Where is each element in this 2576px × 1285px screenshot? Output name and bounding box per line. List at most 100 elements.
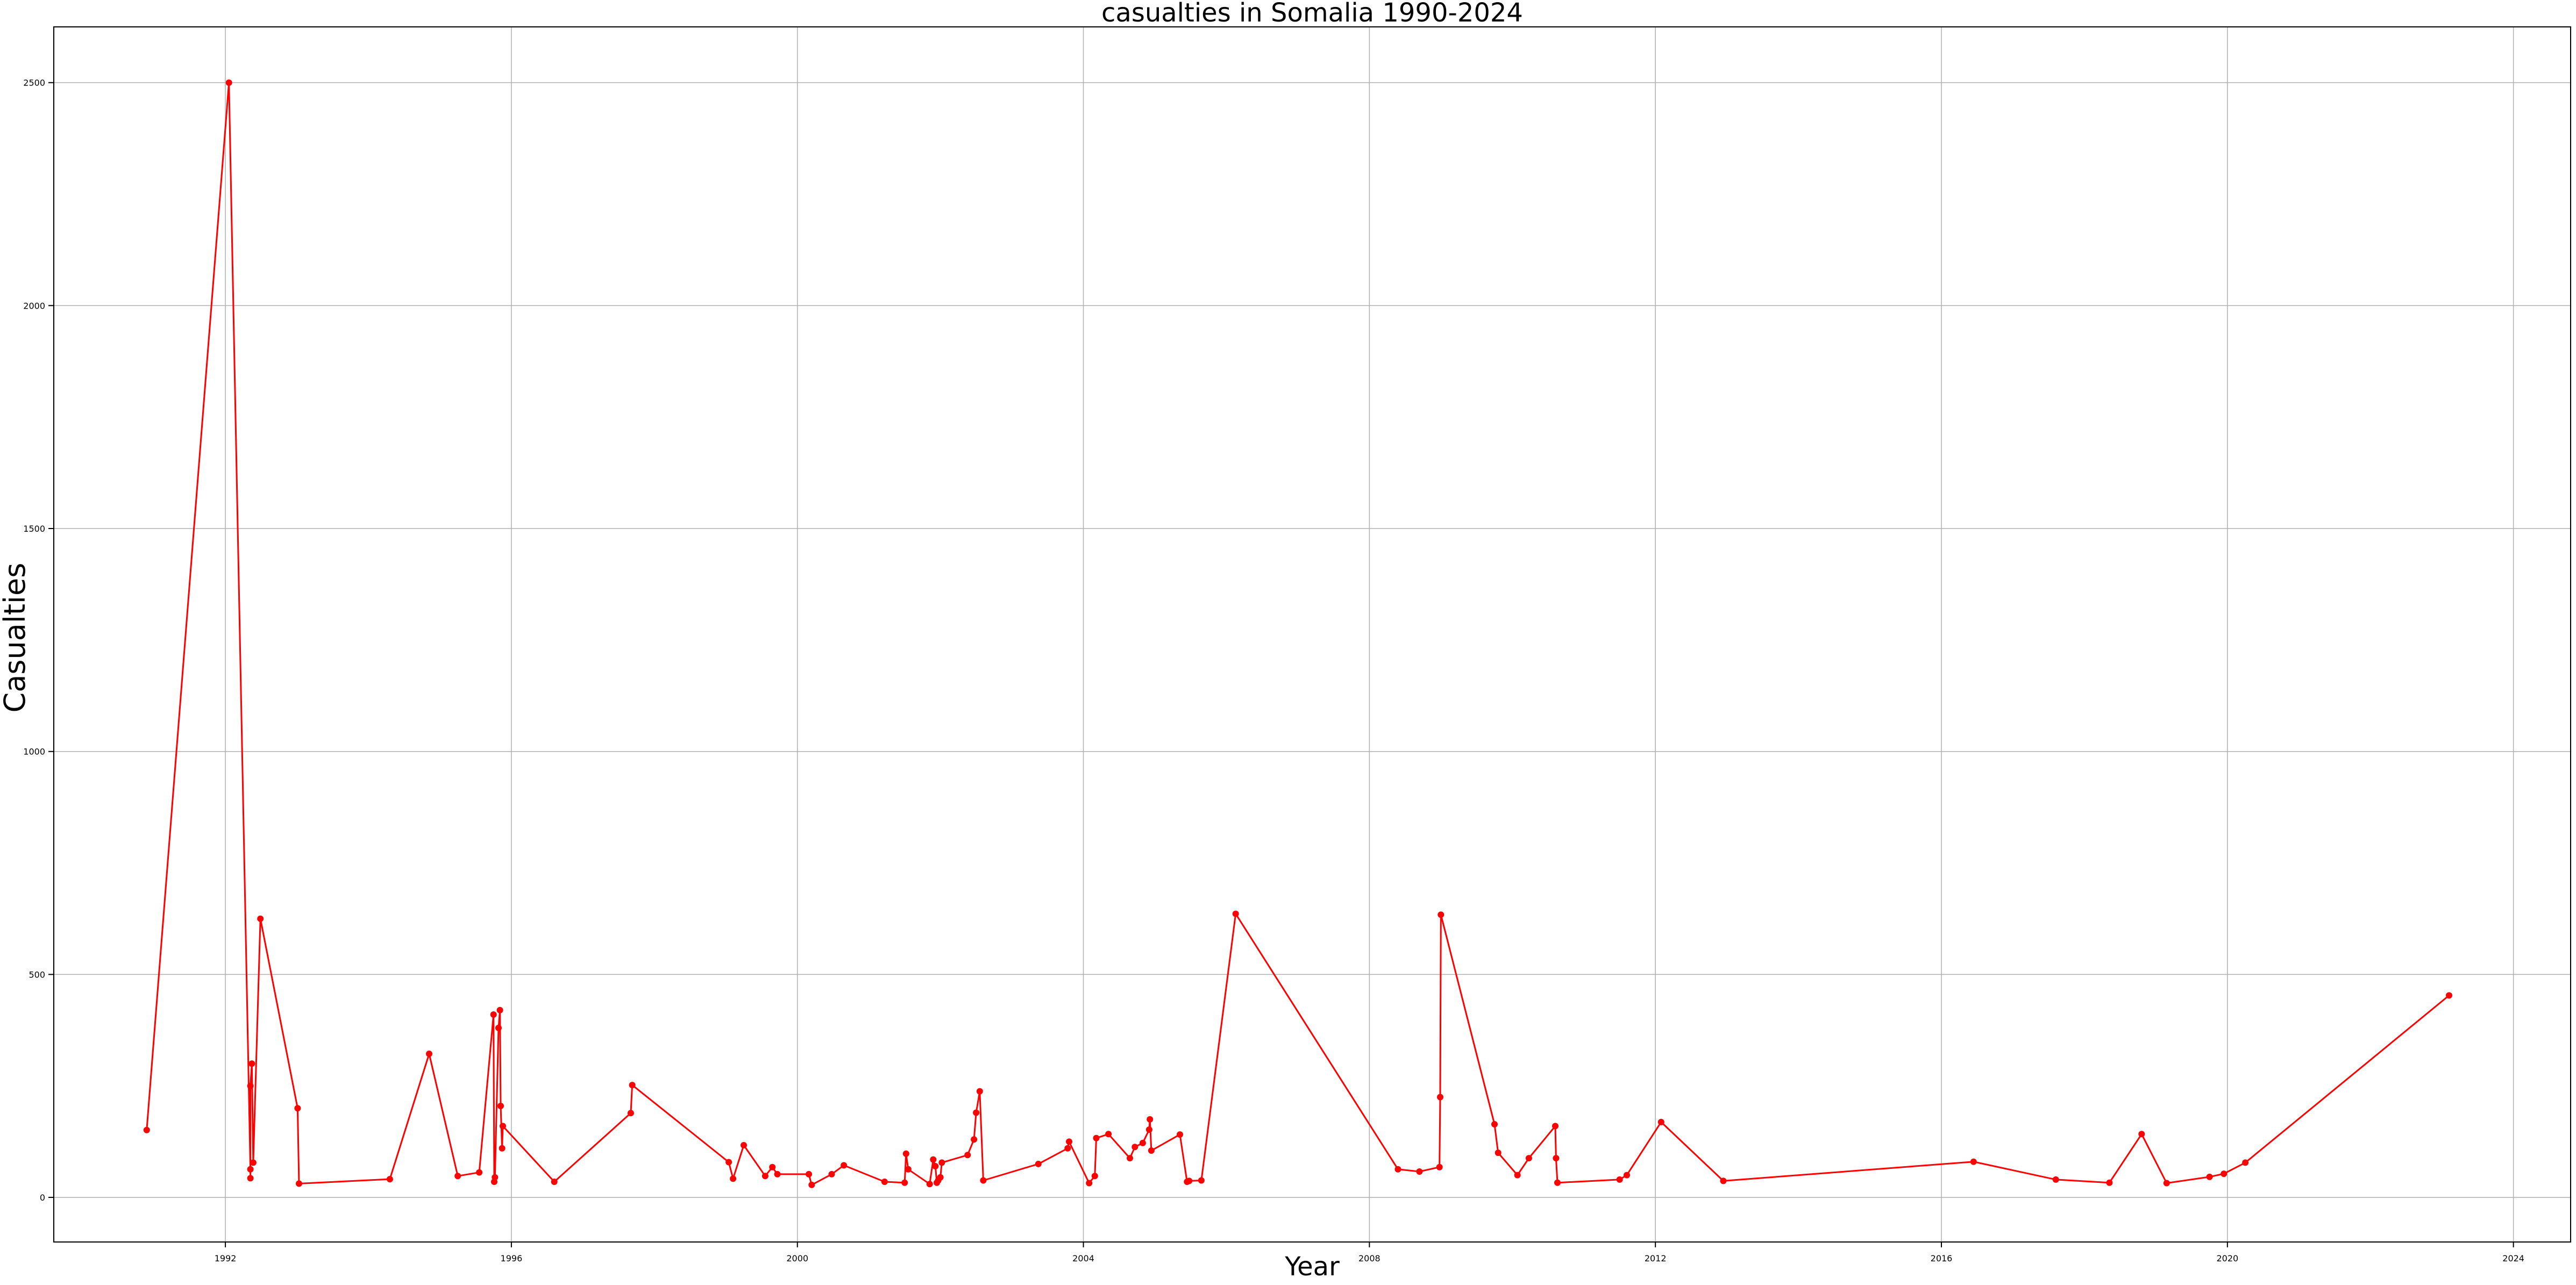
data-point xyxy=(2242,1159,2249,1166)
data-point xyxy=(926,1181,933,1188)
data-point xyxy=(902,1150,909,1157)
data-point xyxy=(1148,1147,1155,1154)
data-point xyxy=(1394,1166,1401,1173)
data-point xyxy=(1624,1172,1630,1179)
data-point xyxy=(1438,911,1444,918)
data-point xyxy=(1035,1160,1042,1167)
data-point xyxy=(629,1082,636,1089)
data-point xyxy=(1514,1172,1521,1179)
data-point xyxy=(901,1179,908,1186)
data-point xyxy=(247,1166,254,1173)
x-tick-label: 2012 xyxy=(1645,1253,1667,1263)
data-point xyxy=(1105,1131,1112,1138)
data-point xyxy=(143,1126,150,1133)
data-point xyxy=(2052,1176,2059,1183)
gridlines xyxy=(54,27,2571,1242)
data-point xyxy=(980,1177,987,1184)
data-point xyxy=(496,1006,503,1013)
y-tick-label: 2000 xyxy=(23,301,45,311)
y-tick-label: 1500 xyxy=(23,524,45,534)
data-point xyxy=(492,1174,499,1181)
data-point xyxy=(769,1163,776,1170)
data-point xyxy=(247,1082,254,1089)
y-tick-label: 500 xyxy=(29,969,45,980)
data-point xyxy=(2163,1180,2170,1187)
x-tick-label: 1992 xyxy=(215,1253,237,1263)
data-point xyxy=(1970,1158,1977,1165)
data-point xyxy=(1491,1121,1498,1127)
data-point xyxy=(1437,1094,1443,1101)
data-point xyxy=(1064,1145,1071,1152)
data-point xyxy=(1091,1173,1098,1180)
data-point xyxy=(1416,1168,1423,1175)
data-point xyxy=(1147,1116,1154,1123)
data-point xyxy=(1093,1134,1100,1141)
data-point xyxy=(500,1123,506,1130)
data-point xyxy=(1086,1180,1093,1187)
data-point xyxy=(930,1156,937,1163)
data-point xyxy=(841,1162,848,1169)
data-point xyxy=(1554,1179,1561,1186)
data-point xyxy=(1127,1155,1133,1162)
data-point xyxy=(490,1011,497,1018)
data-point xyxy=(730,1175,737,1182)
data-point xyxy=(2138,1131,2145,1138)
y-tick-label: 2500 xyxy=(23,78,45,88)
data-point xyxy=(225,79,232,86)
y-tick-label: 0 xyxy=(40,1193,45,1203)
data-point xyxy=(495,1024,502,1031)
data-point xyxy=(386,1176,393,1183)
data-point xyxy=(551,1179,558,1185)
data-point xyxy=(2206,1173,2213,1180)
data-point xyxy=(1132,1144,1138,1151)
x-tick-label: 1996 xyxy=(501,1253,523,1263)
data-point xyxy=(806,1170,812,1177)
data-point xyxy=(499,1145,506,1152)
data-point xyxy=(476,1169,483,1176)
data-point xyxy=(248,1060,255,1067)
data-point xyxy=(905,1166,912,1173)
data-point xyxy=(808,1181,815,1188)
chart-title: casualties in Somalia 1990-2024 xyxy=(1101,0,1523,28)
data-point xyxy=(762,1173,768,1180)
data-point xyxy=(725,1159,732,1166)
axis-ticks: 1992 1996 2000 2004 2008 2012 2016 2020 2024 0 500… xyxy=(23,78,2524,1263)
data-point xyxy=(828,1170,835,1177)
x-tick-label: 2016 xyxy=(1931,1253,1953,1263)
data-point xyxy=(454,1173,461,1180)
data-point xyxy=(1186,1177,1193,1184)
x-axis-label: Year xyxy=(1284,1252,1340,1282)
data-point xyxy=(741,1142,747,1148)
data-point xyxy=(294,1105,301,1112)
data-point xyxy=(627,1110,634,1117)
data-point xyxy=(497,1103,504,1109)
data-point xyxy=(973,1109,980,1116)
data-point xyxy=(774,1170,781,1177)
y-axis-label: Casualties xyxy=(0,563,32,713)
data-point xyxy=(2221,1170,2228,1177)
x-tick-label: 2024 xyxy=(2502,1253,2524,1263)
data-point xyxy=(1145,1126,1152,1133)
data-point xyxy=(1436,1163,1443,1170)
data-point xyxy=(250,1159,257,1166)
data-point xyxy=(976,1088,983,1095)
x-tick-label: 2000 xyxy=(786,1253,808,1263)
x-tick-label: 2004 xyxy=(1072,1253,1094,1263)
data-point xyxy=(1553,1155,1560,1162)
data-point xyxy=(938,1159,945,1166)
y-tick-label: 1000 xyxy=(23,747,45,757)
data-point xyxy=(1198,1177,1205,1184)
data-point xyxy=(247,1175,254,1182)
data-point xyxy=(1657,1118,1664,1125)
x-tick-label: 2008 xyxy=(1358,1253,1380,1263)
data-point xyxy=(2106,1179,2113,1186)
data-point xyxy=(964,1152,971,1159)
x-tick-label: 2020 xyxy=(2216,1253,2238,1263)
data-point xyxy=(1139,1139,1146,1146)
data-point xyxy=(881,1179,888,1185)
data-point xyxy=(1495,1150,1502,1156)
data-point xyxy=(296,1180,302,1187)
data-point xyxy=(1066,1138,1072,1145)
